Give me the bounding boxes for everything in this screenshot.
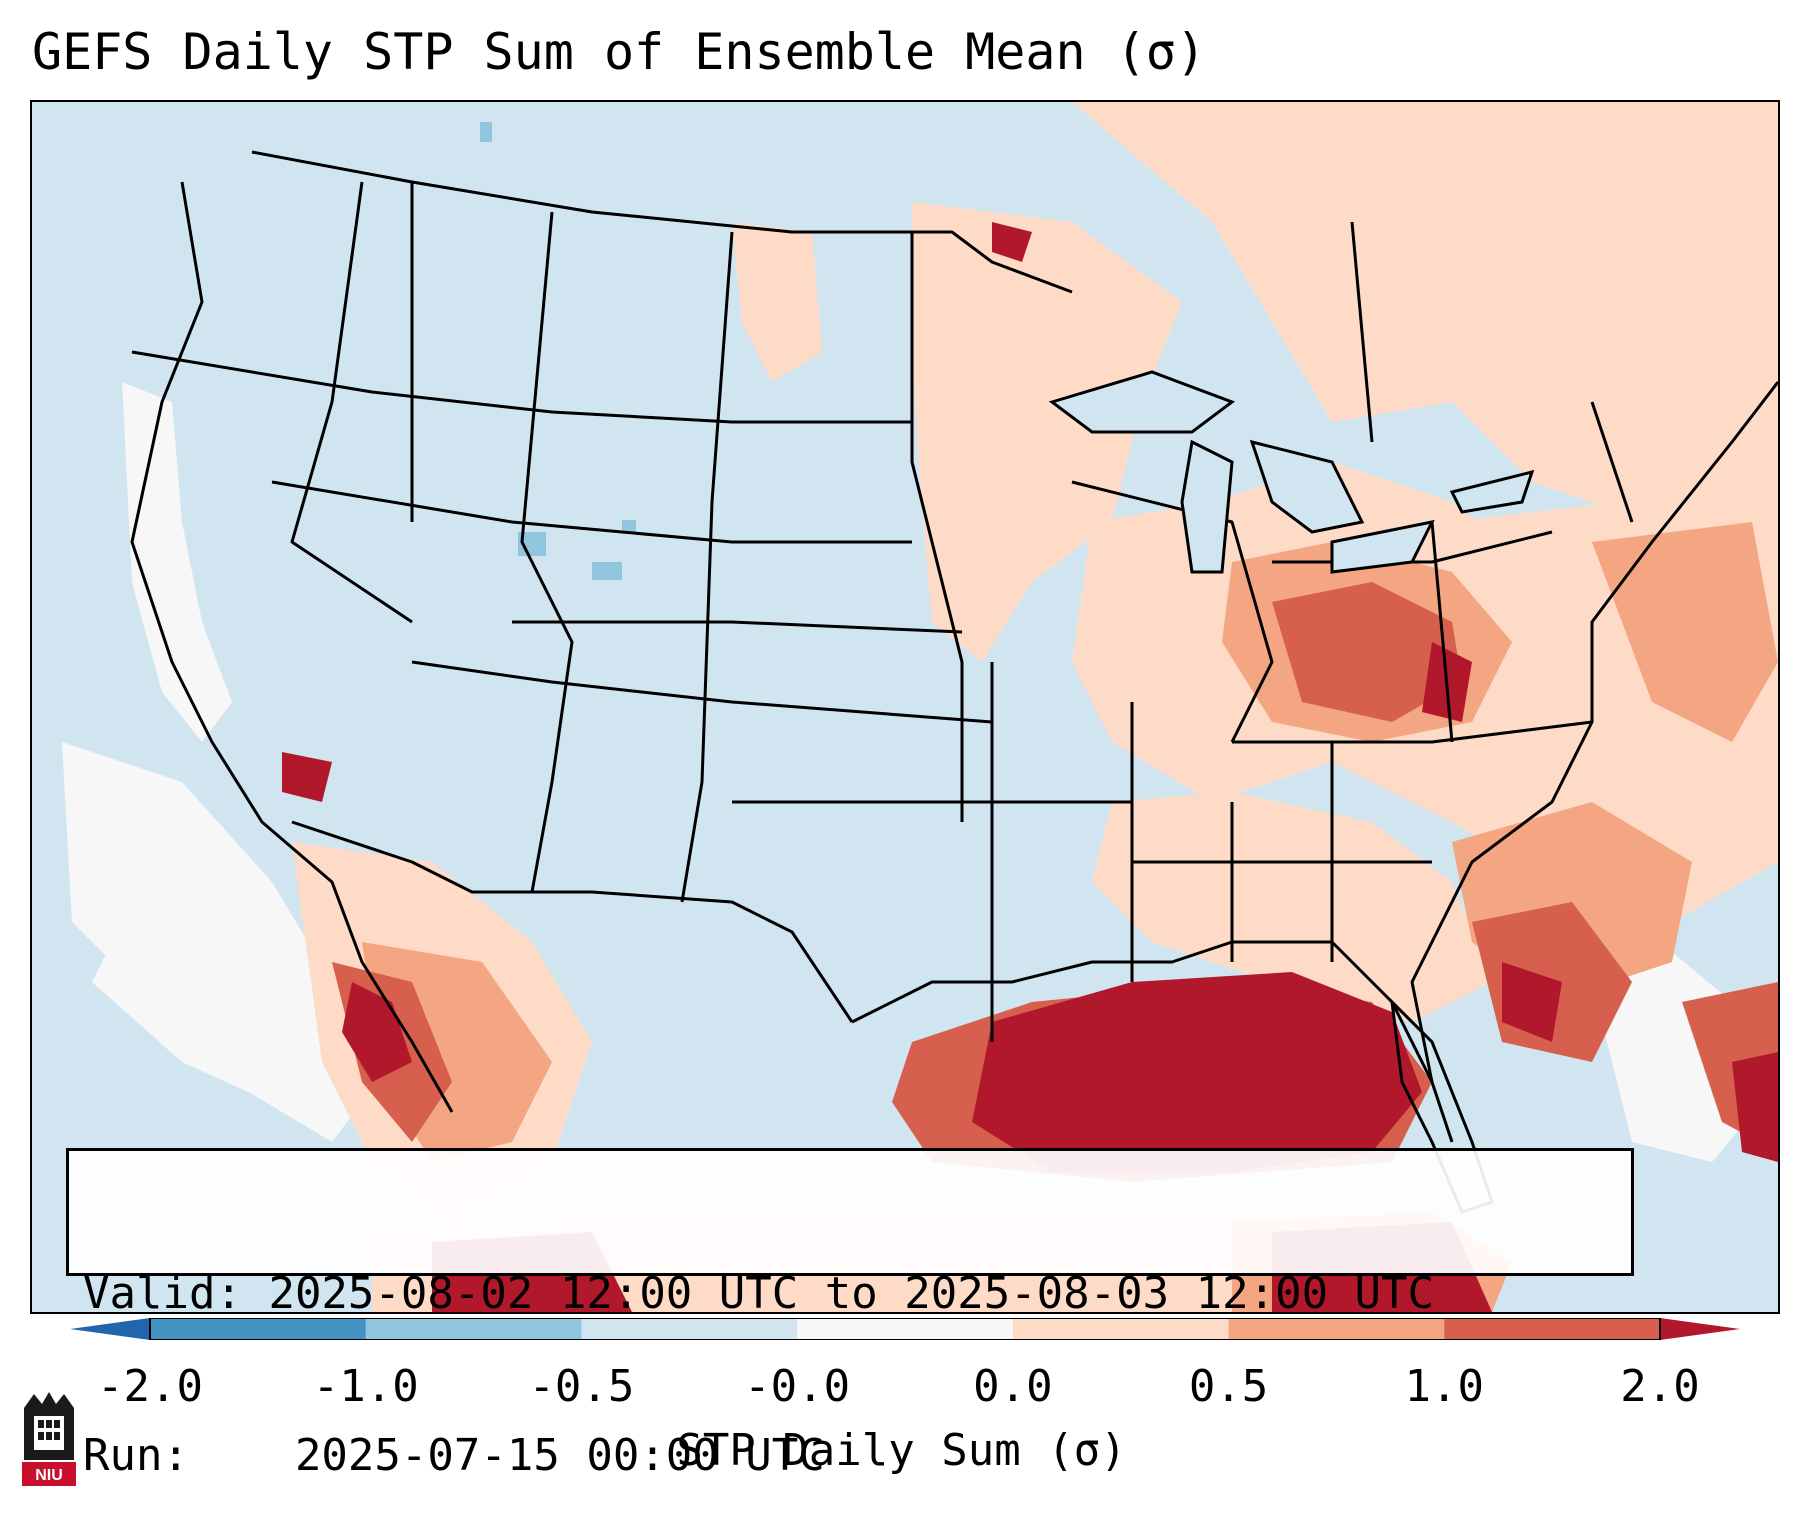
map-panel <box>30 100 1780 1314</box>
light-positive-regions <box>292 102 1778 1312</box>
colorbar-bin <box>797 1318 1014 1340</box>
colorbar-label: STP Daily Sum (σ) <box>676 1425 1127 1476</box>
valid-time: 2025-08-02 12:00 UTC to 2025-08-03 12:00… <box>268 1268 1435 1319</box>
run-time: 2025-07-15 00:00 UTC <box>294 1430 825 1481</box>
light-negative-spots <box>480 122 636 580</box>
colorbar-bin <box>1012 1318 1230 1340</box>
political-borders <box>130 150 1778 1143</box>
chart-title: GEFS Daily STP Sum of Ensemble Mean (σ) <box>32 23 1206 81</box>
colorbar-under-extension <box>70 1318 150 1340</box>
colorbar-bin <box>581 1318 798 1340</box>
colorbar-bin <box>1444 1318 1661 1340</box>
colorbar-tick-label: -2.0 <box>97 1361 203 1412</box>
valid-run-info-box: Valid: 2025-08-02 12:00 UTC to 2025-08-0… <box>66 1148 1634 1481</box>
colorbar <box>70 1318 1740 1340</box>
colorbar-bin <box>365 1318 582 1340</box>
colorbar-tick-label: 0.5 <box>1188 1361 1269 1412</box>
colorbar-tick-label: 1.0 <box>1404 1361 1485 1412</box>
colorbar-tick-label: -0.0 <box>744 1361 851 1412</box>
run-line: Run: 2025-07-15 00:00 UTC <box>83 1429 1617 1483</box>
colorbar-bin <box>1228 1318 1445 1340</box>
colorbar-over-extension <box>1660 1318 1740 1340</box>
niu-logo: NIU <box>22 1392 76 1486</box>
colorbar-tick-label: 0.0 <box>973 1361 1053 1412</box>
colorbar-tick-label: -1.0 <box>312 1361 419 1412</box>
colorbar-outline <box>149 1318 1661 1340</box>
valid-line: Valid: 2025-08-02 12:00 UTC to 2025-08-0… <box>83 1267 1617 1321</box>
colorbar-bin <box>150 1318 367 1340</box>
great-lakes <box>1048 370 1535 574</box>
stp-anomaly-map <box>62 102 1778 1312</box>
colorbar-tick-label: -0.5 <box>528 1361 635 1412</box>
max-positive-regions <box>282 222 1778 1312</box>
niu-logo-text: NIU <box>35 1467 63 1484</box>
run-label: Run: <box>83 1430 189 1481</box>
colorbar-tick-label: 2.0 <box>1620 1361 1700 1412</box>
colorbar-bins <box>150 1318 1661 1340</box>
valid-label: Valid: <box>83 1268 242 1319</box>
